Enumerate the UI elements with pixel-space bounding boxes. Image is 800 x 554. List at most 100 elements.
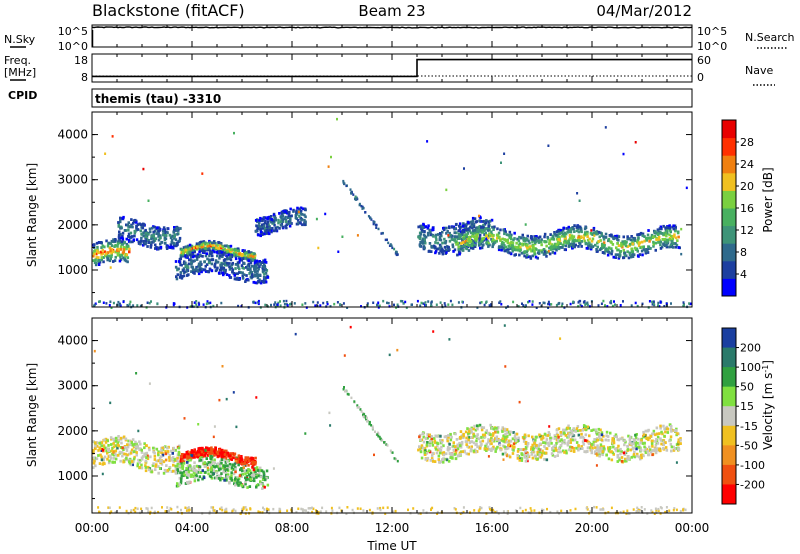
ground-scatter-cell — [640, 506, 643, 509]
range-gate-cell — [651, 444, 654, 448]
range-gate-cell — [266, 220, 270, 224]
range-gate-cell — [92, 449, 95, 452]
range-gate-cell — [597, 432, 601, 436]
range-gate-cell — [598, 235, 601, 239]
range-gate-cell — [438, 447, 441, 451]
ground-scatter-cell — [632, 508, 635, 511]
range-gate-cell — [228, 481, 231, 485]
range-gate-cell — [628, 253, 632, 256]
range-gate-cell — [238, 260, 241, 264]
range-gate-cell — [166, 446, 169, 450]
range-gate-cell — [554, 245, 558, 249]
range-gate-cell — [516, 439, 519, 443]
range-gate-cell — [119, 226, 122, 230]
range-gate-cell — [436, 435, 439, 438]
ground-scatter-cell — [614, 303, 616, 306]
range-gate-cell — [548, 239, 551, 242]
range-gate-cell — [420, 438, 424, 442]
range-gate-cell — [622, 235, 625, 239]
range-gate-cell — [281, 214, 284, 218]
range-gate-cell — [96, 444, 99, 448]
range-gate-cell — [209, 455, 213, 458]
range-gate-cell — [117, 438, 121, 442]
trace-cell — [391, 246, 394, 250]
range-gate-cell — [123, 229, 127, 232]
range-gate-cell — [492, 427, 495, 431]
range-gate-cell — [247, 254, 251, 257]
range-gate-cell — [290, 214, 293, 218]
range-gate-cell — [545, 438, 549, 441]
range-gate-cell — [475, 442, 478, 446]
range-gate-cell — [110, 449, 113, 453]
range-gate-cell — [446, 448, 450, 451]
range-gate-cell — [652, 242, 655, 246]
range-gate-cell — [453, 248, 457, 252]
range-gate-cell — [243, 469, 246, 473]
range-gate-cell — [635, 447, 638, 451]
range-gate-cell — [467, 445, 471, 449]
range-gate-cell — [173, 233, 176, 237]
range-gate-cell — [641, 232, 645, 236]
ground-scatter-cell — [208, 510, 211, 514]
range-gate-cell — [221, 253, 224, 257]
range-gate-cell — [622, 248, 625, 252]
range-gate-cell — [104, 252, 108, 256]
range-gate-cell — [607, 438, 610, 442]
range-gate-cell — [600, 247, 603, 250]
ground-scatter-cell — [206, 300, 209, 303]
range-gate-cell — [462, 222, 465, 225]
range-gate-cell — [672, 235, 675, 238]
range-gate-cell — [186, 266, 190, 269]
ground-scatter-cell — [582, 301, 585, 304]
range-gate-cell — [581, 440, 585, 444]
range-gate-cell — [179, 273, 182, 277]
range-gate-cell — [100, 256, 103, 259]
nave-tick-bottom: 0 — [697, 71, 704, 84]
range-gate-cell — [255, 259, 259, 263]
range-gate-cell — [487, 438, 490, 441]
range-gate-cell — [564, 241, 567, 244]
range-gate-cell — [213, 262, 217, 266]
range-gate-cell — [250, 253, 254, 256]
range-gate-cell — [655, 426, 659, 430]
ground-scatter-cell — [170, 508, 173, 511]
trace-cell — [377, 227, 380, 231]
range-gate-cell — [139, 229, 142, 233]
range-gate-cell — [579, 225, 582, 229]
range-gate-cell — [647, 237, 650, 240]
range-gate-cell — [213, 452, 217, 456]
range-gate-cell — [452, 225, 456, 229]
range-gate-cell — [644, 251, 648, 255]
range-gate-cell — [104, 437, 108, 441]
range-gate-cell — [127, 238, 131, 242]
range-gate-cell — [249, 267, 252, 271]
range-gate-cell — [185, 470, 188, 474]
ground-scatter-cell — [118, 303, 121, 307]
date-title: 04/Mar/2012 — [596, 2, 692, 20]
range-gate-cell — [220, 246, 223, 249]
range-gate-cell — [424, 458, 427, 461]
range-gate-cell — [493, 241, 497, 244]
range-gate-cell — [642, 430, 645, 434]
ground-scatter-cell — [427, 300, 430, 303]
range-gate-cell — [484, 431, 488, 435]
ground-scatter-cell — [362, 509, 365, 512]
range-gate-cell — [143, 442, 146, 446]
ground-scatter-cell — [416, 299, 419, 303]
ground-scatter-cell — [276, 303, 279, 306]
range-gate-cell — [517, 455, 521, 458]
range-gate-cell — [241, 252, 244, 256]
range-gate-cell — [545, 254, 548, 258]
ground-scatter-cell — [245, 508, 248, 512]
range-gate-cell — [119, 233, 122, 236]
range-gate-cell — [179, 255, 183, 259]
range-gate-cell — [558, 232, 561, 236]
range-gate-cell — [470, 447, 473, 451]
range-gate-cell — [622, 256, 625, 260]
range-gate-cell — [462, 234, 466, 237]
range-gate-cell — [594, 243, 597, 247]
range-gate-cell — [228, 456, 232, 459]
range-gate-cell — [110, 456, 113, 460]
range-gate-cell — [207, 245, 210, 248]
